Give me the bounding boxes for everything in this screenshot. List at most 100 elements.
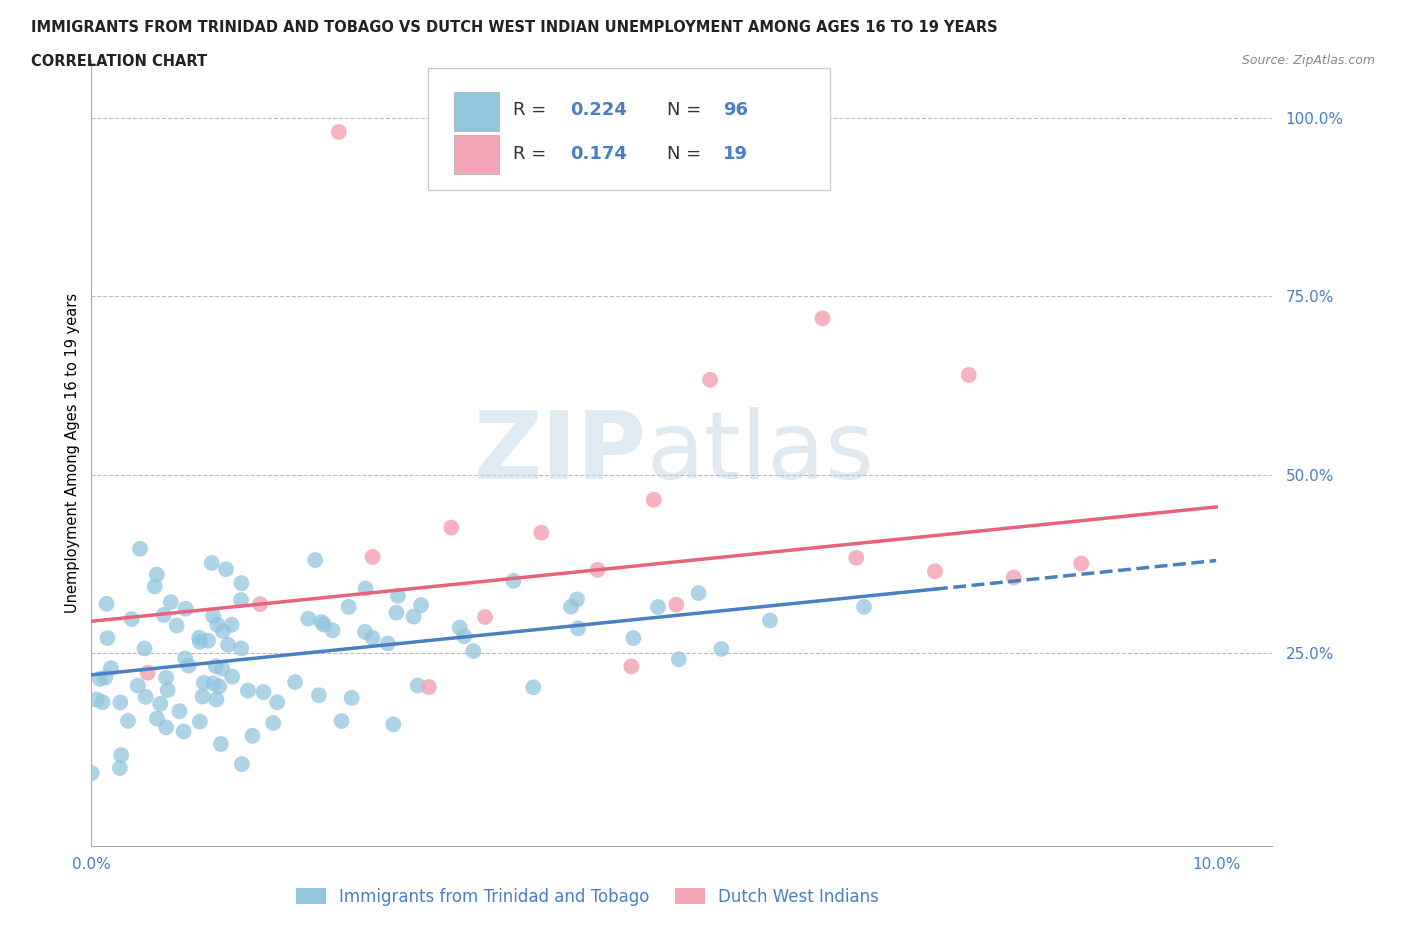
Point bbox=[201, 555, 224, 570]
Point bbox=[221, 670, 243, 684]
Point bbox=[108, 761, 131, 776]
Point bbox=[211, 624, 233, 639]
Point bbox=[134, 641, 156, 656]
Point bbox=[202, 676, 225, 691]
Point bbox=[80, 765, 103, 780]
Point bbox=[284, 674, 307, 689]
Point bbox=[117, 713, 139, 728]
Text: Source: ZipAtlas.com: Source: ZipAtlas.com bbox=[1241, 54, 1375, 67]
Point bbox=[382, 717, 405, 732]
Point bbox=[127, 678, 149, 693]
Point bbox=[231, 641, 253, 656]
Point bbox=[89, 671, 111, 686]
Point bbox=[188, 634, 211, 649]
Point bbox=[96, 596, 118, 611]
Point bbox=[100, 660, 122, 675]
Point bbox=[159, 594, 181, 609]
Point bbox=[177, 658, 200, 673]
Point bbox=[406, 678, 429, 693]
Point bbox=[330, 713, 353, 728]
Point bbox=[463, 644, 485, 658]
Point bbox=[449, 620, 471, 635]
Point bbox=[387, 589, 409, 604]
Point bbox=[1070, 556, 1092, 571]
Point bbox=[647, 600, 669, 615]
Point bbox=[174, 651, 197, 666]
Point bbox=[710, 642, 733, 657]
Point bbox=[94, 670, 117, 684]
Point bbox=[530, 525, 553, 540]
Point bbox=[853, 600, 876, 615]
Text: N =: N = bbox=[666, 101, 707, 119]
Point bbox=[565, 592, 588, 607]
Point bbox=[155, 720, 177, 735]
Point bbox=[957, 367, 980, 382]
Point bbox=[208, 679, 231, 694]
Point bbox=[221, 618, 243, 632]
Point bbox=[440, 520, 463, 535]
FancyBboxPatch shape bbox=[454, 92, 499, 131]
Point bbox=[567, 621, 589, 636]
Point bbox=[202, 608, 225, 623]
Point bbox=[110, 748, 132, 763]
Point bbox=[197, 633, 219, 648]
Point bbox=[204, 658, 226, 673]
Point bbox=[474, 609, 496, 624]
Text: R =: R = bbox=[513, 145, 553, 163]
Point bbox=[193, 675, 215, 690]
Point bbox=[86, 692, 108, 707]
Point bbox=[340, 690, 363, 705]
Point bbox=[453, 629, 475, 644]
Point bbox=[586, 563, 609, 578]
Point bbox=[229, 592, 252, 607]
Point bbox=[266, 695, 288, 710]
Point bbox=[328, 125, 350, 140]
Point bbox=[217, 637, 239, 652]
Point bbox=[402, 609, 425, 624]
Text: atlas: atlas bbox=[647, 407, 875, 499]
Point bbox=[620, 659, 643, 674]
Point bbox=[311, 615, 333, 630]
Point bbox=[354, 624, 377, 639]
Point bbox=[236, 684, 259, 698]
Point bbox=[418, 680, 440, 695]
Point bbox=[759, 613, 782, 628]
Point bbox=[354, 581, 377, 596]
Point bbox=[688, 586, 710, 601]
Point bbox=[146, 711, 169, 726]
Point bbox=[143, 579, 166, 594]
Point bbox=[308, 688, 330, 703]
Text: CORRELATION CHART: CORRELATION CHART bbox=[31, 54, 207, 69]
Point bbox=[121, 612, 143, 627]
Point bbox=[304, 552, 326, 567]
Point bbox=[377, 636, 399, 651]
Point bbox=[665, 597, 688, 612]
Point bbox=[361, 550, 384, 565]
Point bbox=[152, 607, 174, 622]
Point bbox=[249, 597, 271, 612]
Text: N =: N = bbox=[666, 145, 707, 163]
Point bbox=[96, 631, 118, 645]
Point bbox=[149, 697, 172, 711]
Point bbox=[91, 695, 114, 710]
Point bbox=[188, 714, 211, 729]
Point bbox=[231, 757, 253, 772]
Text: 19: 19 bbox=[723, 145, 748, 163]
Point bbox=[215, 562, 238, 577]
Point bbox=[156, 683, 179, 698]
FancyBboxPatch shape bbox=[454, 135, 499, 175]
Point bbox=[211, 661, 233, 676]
Point bbox=[231, 576, 253, 591]
Point bbox=[621, 631, 644, 645]
Point bbox=[166, 618, 188, 633]
Text: 0.224: 0.224 bbox=[569, 101, 627, 119]
Point bbox=[173, 724, 195, 739]
Point bbox=[174, 601, 197, 616]
Point bbox=[297, 611, 319, 626]
Point bbox=[207, 618, 229, 632]
Point bbox=[205, 692, 228, 707]
Text: 96: 96 bbox=[723, 101, 748, 119]
Point bbox=[110, 695, 132, 710]
Text: 0.174: 0.174 bbox=[569, 145, 627, 163]
Point bbox=[242, 728, 264, 743]
